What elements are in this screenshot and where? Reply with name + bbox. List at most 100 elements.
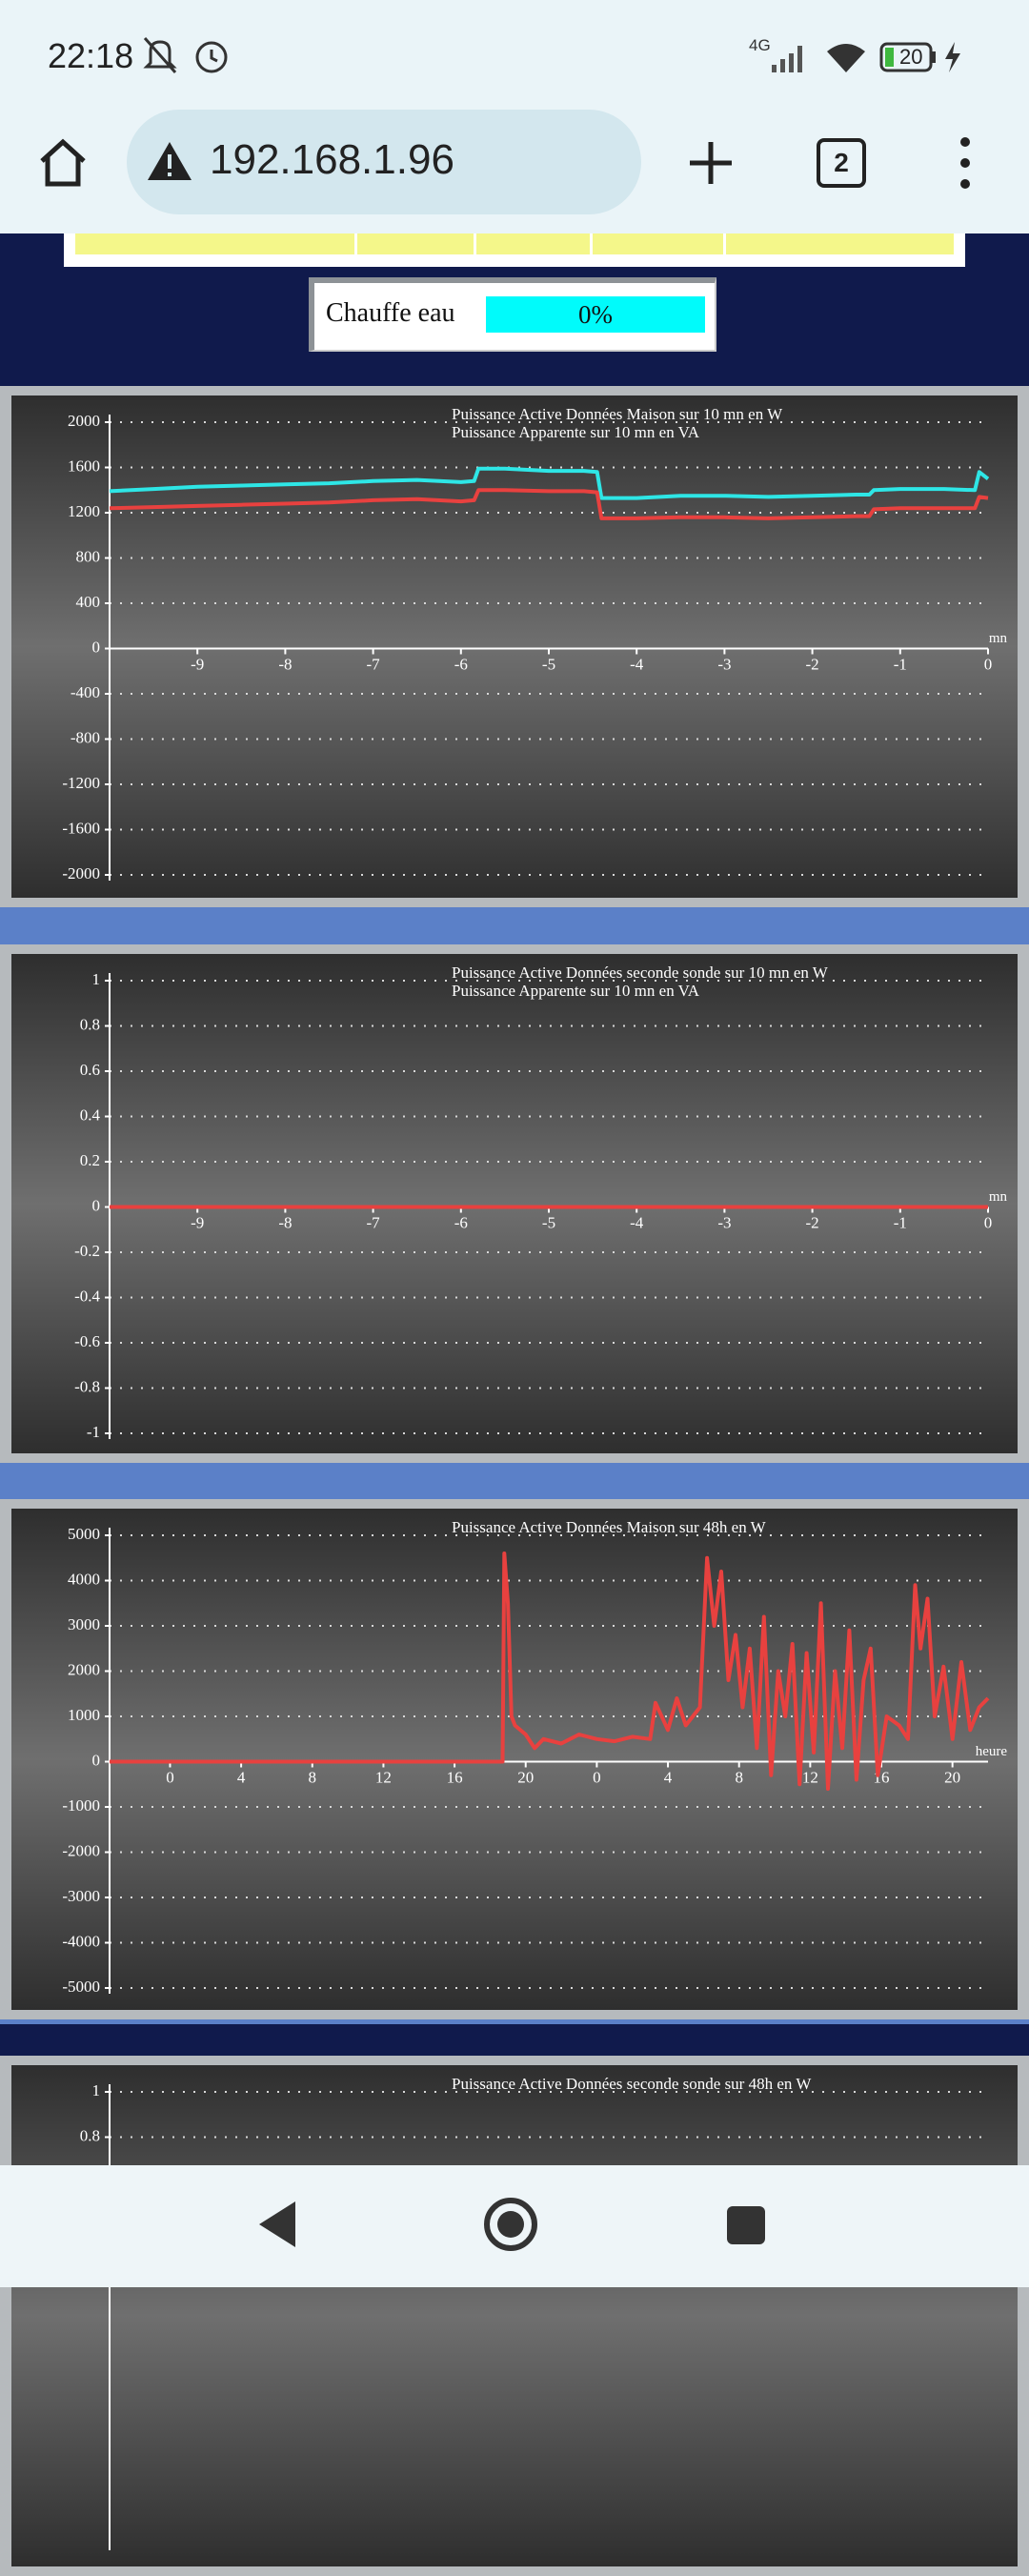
x-axis-label: mn [989,631,1008,646]
x-tick-label: 0 [984,1213,993,1231]
x-tick-label: 0 [593,1768,601,1786]
y-tick-label: -0.6 [74,1332,100,1350]
tab-switcher[interactable]: 2 [817,138,866,188]
gauge-label: Chauffe eau [326,298,455,328]
x-tick-label: -5 [542,655,555,673]
url: 192.168.1.96 [210,136,454,183]
y-tick-label: 400 [76,593,101,611]
back-button[interactable] [250,2196,307,2253]
x-tick-label: -5 [542,1213,555,1231]
x-tick-label: -4 [630,1213,644,1231]
legend-entry: Puissance Apparente sur 10 mn en VA [452,982,700,1000]
y-tick-label: 1200 [68,502,100,520]
x-tick-label: 4 [237,1768,246,1786]
y-tick-label: 0 [92,638,101,656]
x-tick-label: -7 [367,655,381,673]
x-tick-label: -4 [630,655,644,673]
y-tick-label: 1000 [68,1706,100,1724]
y-tick-label: 0.2 [80,1151,100,1169]
y-tick-label: -2000 [62,864,100,882]
y-tick-label: -0.4 [74,1287,100,1305]
y-tick-label: -1 [87,1423,100,1441]
chart-panel: 1 0.8 0.6 0.4 0.2 0 -0.2 -0.4 -0.6 -0.8 -1 -9 -8 -7 -6… [0,944,1029,1463]
y-tick-label: -0.2 [74,1242,100,1260]
legend-entry: Puissance Active Données seconde sonde s… [452,2075,812,2093]
y-tick-label: 0 [92,1751,101,1769]
chart: 500040003000200010000-1000-2000-3000-400… [62,1518,1008,1996]
battery-level: 20 [899,45,923,69]
y-tick-label: 1600 [68,456,100,475]
x-tick-label: 8 [735,1768,743,1786]
y-tick-label: 4000 [68,1570,100,1588]
new-tab-button[interactable] [684,136,737,190]
separator-band [0,2024,1029,2056]
navigation-bar [0,2165,1029,2287]
y-tick-label: 1 [92,970,101,988]
legend-entry: Puissance Apparente sur 10 mn en VA [452,423,700,441]
series-line [109,466,990,500]
y-tick-label: 2000 [68,1660,100,1678]
x-tick-label: 20 [944,1768,960,1786]
legend-entry: Puissance Active Données Maison sur 10 m… [452,405,783,423]
x-tick-label: 8 [309,1768,317,1786]
x-tick-label: -8 [278,655,292,673]
x-tick-label: -1 [894,655,907,673]
y-tick-label: 0.6 [80,1061,100,1079]
address-bar[interactable]: 192.168.1.96 [127,110,641,214]
status-bar: 22:18 4G 20 [0,0,1029,110]
y-tick-label: 3000 [68,1615,100,1633]
plot-area: 1 0.8 0.6 0.4 0.2 0 -0.2 -0.4 -0.6 -0.8 -1 -9 -8 -7 -6… [11,954,1018,1453]
x-tick-label: 0 [984,655,993,673]
plot-area: 2000 1600 1200 800 400 0 -400 -800 -1200 -1600 -20… [11,396,1018,898]
y-tick-label: 0.4 [80,1105,101,1124]
insecure-icon [148,142,192,180]
legend-entry: Puissance Active Données Maison sur 48h … [452,1518,767,1536]
y-tick-label: -5000 [62,1978,100,1996]
x-axis-label: heure [976,1744,1008,1759]
y-tick-label: -1200 [62,774,100,792]
x-tick-label: -3 [717,1213,731,1231]
legend-entry: Puissance Active Données seconde sonde s… [452,963,829,982]
x-tick-label: -3 [717,655,731,673]
series-line [109,488,989,520]
x-tick-label: 12 [375,1768,392,1786]
chart: 1 0.8 Puissance Active Données seconde son… [80,2075,988,2550]
y-tick-label: 1 [92,2081,101,2099]
home-nav-button[interactable] [480,2194,541,2255]
y-tick-label: -1000 [62,1796,100,1815]
x-tick-label: 16 [447,1768,463,1786]
chart-panel: 2000 1600 1200 800 400 0 -400 -800 -1200 -1600 -20… [0,386,1029,907]
y-tick-label: -1600 [62,819,100,837]
network-type: 4G [749,36,771,54]
cell-separator [474,214,476,254]
x-tick-label: -6 [454,655,468,673]
series-line [110,1552,990,1791]
y-tick-label: 0.8 [80,1015,100,1033]
x-tick-label: 4 [664,1768,673,1786]
plot-area: 5000 4000 3000 2000 1000 0 -1000 -2000 -3000 -400… [11,1509,1018,2010]
y-tick-label: -3000 [62,1887,100,1905]
x-tick-label: -8 [278,1213,292,1231]
home-button[interactable] [36,136,90,190]
y-tick-label: -4000 [62,1932,100,1950]
y-tick-label: -0.8 [74,1377,100,1395]
x-tick-label: -1 [894,1213,907,1231]
x-tick-label: -6 [454,1213,468,1231]
y-tick-label: -800 [71,728,100,746]
menu-button[interactable] [953,132,978,193]
x-tick-label: 12 [802,1768,818,1786]
x-tick-label: -2 [806,655,819,673]
recents-button[interactable] [719,2199,773,2252]
x-tick-label: -9 [191,655,204,673]
status-right-icons [772,42,960,72]
chart: 2000160012008004000-400-800-1200-1600-20… [62,405,1008,882]
x-tick-label: -9 [191,1213,204,1231]
chart-panel: 1 0.8 Puissance Active Données seconde son… [0,2056,1029,2576]
y-tick-label: 0.8 [80,2126,100,2144]
x-tick-label: 0 [166,1768,174,1786]
gauge-bar: 0% [486,296,705,333]
x-tick-label: -7 [367,1213,381,1231]
cell-separator [354,214,357,254]
